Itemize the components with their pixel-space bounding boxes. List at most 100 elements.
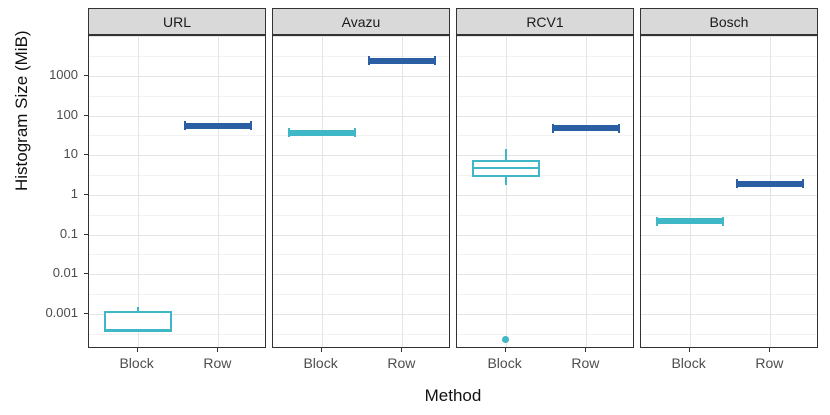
x-tick-label: Block <box>671 355 706 371</box>
x-tick-label: Block <box>487 355 522 371</box>
y-tick-label: 100 <box>56 106 78 122</box>
y-tick-label: 10 <box>63 146 78 162</box>
x-tick-label: Block <box>303 355 338 371</box>
box-flat-cap <box>618 123 621 133</box>
box-flat <box>287 129 356 136</box>
box-flat-cap <box>655 216 658 226</box>
gridline-minor-h <box>89 254 265 256</box>
gridline-major-h <box>89 313 265 315</box>
gridline-major-h <box>457 155 633 157</box>
gridline-minor-h <box>89 214 265 216</box>
x-tick-label: Row <box>387 355 416 371</box>
gridline-minor-h <box>273 175 449 177</box>
panel-area <box>272 35 450 348</box>
gridline-major-h <box>457 75 633 77</box>
gridline-major-h <box>273 194 449 196</box>
gridline-minor-h <box>457 56 633 58</box>
gridline-minor-h <box>641 294 817 296</box>
gridline-minor-h <box>89 95 265 97</box>
gridline-major-h <box>641 75 817 77</box>
gridline-major-h <box>457 274 633 276</box>
x-tick-label: Row <box>571 355 600 371</box>
gridline-minor-h <box>457 294 633 296</box>
gridline-major-h <box>457 313 633 315</box>
box-median <box>471 167 540 170</box>
gridline-major-h <box>641 274 817 276</box>
gridline-minor-h <box>89 175 265 177</box>
gridline-minor-h <box>89 294 265 296</box>
facet-strip: Avazu <box>272 8 450 35</box>
gridline-v <box>586 36 587 347</box>
gridline-major-h <box>641 115 817 117</box>
gridline-minor-h <box>457 254 633 256</box>
gridline-minor-h <box>273 254 449 256</box>
gridline-v <box>402 36 403 347</box>
x-tick-mark <box>320 348 322 352</box>
x-axis-title: Method <box>424 386 482 405</box>
y-tick-label: 1 <box>70 185 78 201</box>
box-flat-cap <box>802 179 805 189</box>
x-tick-mark <box>688 348 690 352</box>
gridline-major-h <box>457 194 633 196</box>
panel-area <box>456 35 634 348</box>
gridline-major-h <box>89 274 265 276</box>
gridline-minor-h <box>273 294 449 296</box>
gridline-minor-h <box>641 135 817 137</box>
gridline-major-h <box>457 36 633 38</box>
gridline-major-h <box>89 75 265 77</box>
y-tick-label: 1000 <box>49 66 78 82</box>
gridline-major-h <box>457 115 633 117</box>
gridline-major-h <box>273 234 449 236</box>
gridline-major-h <box>641 313 817 315</box>
box-flat <box>552 125 621 132</box>
box-median <box>103 328 172 331</box>
gridline-minor-h <box>641 333 817 335</box>
gridline-v <box>770 36 771 347</box>
gridline-minor-h <box>273 135 449 137</box>
gridline-minor-h <box>641 95 817 97</box>
panel-area <box>640 35 818 348</box>
outlier-point <box>502 335 510 343</box>
facet-strip-label: Bosch <box>709 13 749 30</box>
gridline-minor-h <box>641 175 817 177</box>
facet-strip-label: RCV1 <box>526 13 564 30</box>
y-tick-mark <box>84 273 88 275</box>
gridline-major-h <box>273 313 449 315</box>
box-flat <box>184 122 253 129</box>
gridline-minor-h <box>457 175 633 177</box>
gridline-minor-h <box>457 135 633 137</box>
gridline-major-h <box>273 274 449 276</box>
box-flat-cap <box>353 128 356 138</box>
gridline-minor-h <box>273 333 449 335</box>
gridline-major-h <box>89 155 265 157</box>
gridline-minor-h <box>641 56 817 58</box>
gridline-minor-h <box>273 214 449 216</box>
box-flat <box>368 57 437 64</box>
facet-panel: Bosch Block Row <box>640 8 818 388</box>
box-rect <box>103 310 172 332</box>
box-flat-cap <box>184 121 187 131</box>
box-flat <box>736 180 805 187</box>
y-tick-label: 0.001 <box>45 304 78 320</box>
box-flat-cap <box>250 121 253 131</box>
box-flat-cap <box>721 216 724 226</box>
box-flat-cap <box>368 56 371 66</box>
facet-strip: URL <box>88 8 266 35</box>
x-tick-label: Row <box>755 355 784 371</box>
box-flat-cap <box>552 123 555 133</box>
y-tick-mark <box>84 114 88 116</box>
gridline-major-h <box>641 36 817 38</box>
gridline-major-h <box>89 115 265 117</box>
gridline-minor-h <box>641 214 817 216</box>
gridline-minor-h <box>457 333 633 335</box>
gridline-v <box>218 36 219 347</box>
y-tick-mark <box>84 233 88 235</box>
gridline-minor-h <box>641 254 817 256</box>
y-tick-mark <box>84 312 88 314</box>
x-tick-mark <box>769 348 771 352</box>
gridline-major-h <box>641 194 817 196</box>
box-flat <box>655 218 724 224</box>
gridline-minor-h <box>89 333 265 335</box>
gridline-minor-h <box>89 135 265 137</box>
